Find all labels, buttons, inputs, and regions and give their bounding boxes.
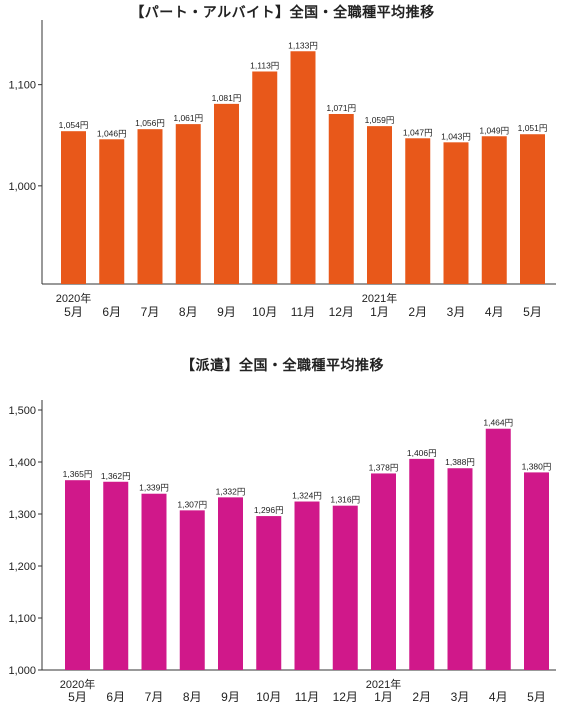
bar	[405, 138, 431, 284]
y-tick-label: 1,000	[8, 181, 36, 193]
x-tick-label: 9月	[217, 305, 236, 319]
y-tick-label: 1,000	[8, 665, 36, 677]
bar	[214, 103, 239, 284]
data-label: 1,296円	[254, 505, 284, 515]
data-label: 1,362円	[101, 471, 131, 481]
data-label: 1,047円	[403, 127, 433, 137]
data-label: 1,133円	[288, 40, 318, 50]
y-tick-label: 1,500	[8, 405, 36, 417]
bar	[294, 501, 320, 670]
x-tick-label: 5月	[527, 690, 546, 704]
data-label: 1,051円	[518, 123, 548, 133]
dispatch-chart: 【派遣】全国・全職種平均推移 1,000 1,100 1,200 1,300 1,400…	[0, 345, 565, 711]
bar	[367, 126, 392, 284]
data-label: 1,339円	[139, 483, 169, 493]
bar	[409, 458, 435, 670]
x-tick-label: 10月	[252, 305, 277, 319]
bar	[524, 472, 549, 670]
data-label: 1,059円	[365, 115, 395, 125]
y-tick-label: 1,400	[8, 457, 36, 469]
bar	[481, 136, 507, 284]
x-tick-label: 2月	[412, 690, 431, 704]
bar	[332, 505, 358, 670]
x-tick-label: 12月	[333, 690, 358, 704]
part-time-chart: 【パート・アルバイト】全国・全職種平均推移 1,000 1,100 1,054円 5月…	[0, 0, 565, 340]
data-label: 1,056円	[135, 118, 165, 128]
y-tick-label: 1,100	[8, 80, 36, 92]
bar	[443, 142, 469, 284]
x-tick-label: 5月	[523, 305, 542, 319]
data-label: 1,378円	[369, 462, 399, 472]
year-label: 2020年	[60, 677, 95, 691]
x-tick-label: 4月	[489, 690, 508, 704]
data-label: 1,406円	[407, 448, 437, 458]
x-tick-label: 12月	[329, 305, 354, 319]
data-label: 1,380円	[522, 461, 552, 471]
x-tick-label: 3月	[447, 305, 466, 319]
data-label: 1,388円	[445, 457, 475, 467]
bar	[256, 516, 282, 670]
x-tick-label: 5月	[64, 305, 83, 319]
x-tick-label: 1月	[374, 690, 393, 704]
x-tick-label: 9月	[221, 690, 240, 704]
data-label: 1,061円	[173, 113, 203, 123]
year-label: 2021年	[362, 291, 397, 305]
bar	[175, 124, 201, 284]
bar	[485, 428, 511, 670]
data-label: 1,307円	[177, 499, 207, 509]
bar	[103, 481, 129, 670]
x-tick-label: 1月	[370, 305, 389, 319]
bar	[179, 510, 205, 670]
dispatch-bar-chart: 1,000 1,100 1,200 1,300 1,400 1,500 1,365円 5月 1,…	[8, 400, 556, 704]
x-tick-label: 2月	[408, 305, 427, 319]
year-label: 2021年	[366, 677, 401, 691]
bar	[99, 139, 125, 284]
x-tick-label: 5月	[68, 690, 87, 704]
bar	[447, 468, 473, 670]
x-tick-label: 7月	[145, 690, 164, 704]
x-tick-label: 4月	[485, 305, 504, 319]
part-time-bar-chart: 1,000 1,100 1,054円 5月 1,046円 6月 1,056円 7月 1,061円…	[8, 20, 556, 319]
chart-title: 【派遣】全国・全職種平均推移	[181, 357, 384, 373]
data-label: 1,043円	[441, 131, 471, 141]
bar	[61, 131, 86, 284]
bar	[290, 51, 316, 285]
y-tick-label: 1,300	[8, 509, 36, 521]
data-label: 1,316円	[330, 495, 360, 505]
y-tick-label: 1,100	[8, 613, 36, 625]
data-label: 1,081円	[212, 93, 242, 103]
chart-title: 【パート・アルバイト】全国・全職種平均推移	[130, 4, 435, 20]
year-label: 2020年	[56, 291, 91, 305]
y-tick-label: 1,200	[8, 561, 36, 573]
data-label: 1,365円	[63, 469, 93, 479]
bar	[141, 493, 167, 670]
data-label: 1,071円	[326, 103, 356, 113]
x-tick-label: 8月	[183, 690, 202, 704]
x-tick-label: 8月	[179, 305, 198, 319]
x-tick-label: 10月	[256, 690, 281, 704]
x-tick-label: 6月	[102, 305, 121, 319]
x-tick-label: 11月	[291, 305, 315, 319]
data-label: 1,113円	[250, 60, 279, 70]
data-label: 1,464円	[483, 418, 513, 428]
data-label: 1,324円	[292, 491, 322, 501]
data-label: 1,046円	[97, 128, 127, 138]
data-label: 1,049円	[479, 125, 509, 135]
data-label: 1,054円	[59, 120, 89, 130]
bar	[252, 71, 278, 284]
x-tick-label: 7月	[141, 305, 160, 319]
x-tick-label: 6月	[106, 690, 125, 704]
x-tick-label: 3月	[451, 690, 470, 704]
bar	[520, 134, 545, 284]
bar	[137, 129, 163, 284]
bar	[328, 113, 354, 284]
x-tick-label: 11月	[295, 690, 319, 704]
data-label: 1,332円	[216, 486, 246, 496]
bar	[218, 497, 243, 670]
bar	[65, 480, 90, 670]
bar	[371, 473, 396, 670]
